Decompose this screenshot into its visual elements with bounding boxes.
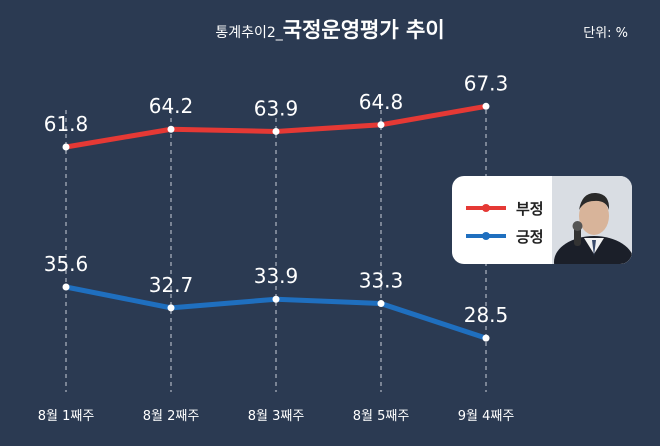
legend-dot-negative: [482, 204, 490, 212]
legend-label-positive: 긍정: [516, 227, 544, 246]
legend-item-negative: 부정: [466, 198, 544, 218]
unit-label: 단위: %: [583, 26, 628, 41]
legend-line-positive: [466, 232, 506, 240]
data-point-positive: [62, 283, 70, 291]
x-tick-label: 8월 1째주: [38, 409, 95, 424]
legend-line-negative: [466, 204, 506, 212]
president-photo: [552, 176, 632, 264]
data-label-negative: 64.8: [359, 90, 404, 114]
data-label-positive: 35.6: [44, 252, 89, 276]
data-label-positive: 28.5: [464, 303, 509, 327]
data-point-negative: [377, 121, 385, 129]
x-tick-label: 8월 2째주: [143, 409, 200, 424]
data-label-positive: 32.7: [149, 273, 194, 297]
chart-title: 통계추이2_국정운영평가 추이: [0, 14, 660, 44]
legend: 부정 긍정: [452, 176, 632, 264]
x-tick-label: 8월 3째주: [248, 409, 305, 424]
legend-dot-positive: [482, 232, 490, 240]
data-label-negative: 61.8: [44, 112, 89, 136]
legend-item-positive: 긍정: [466, 226, 544, 246]
data-point-negative: [272, 127, 280, 135]
x-tick-label: 9월 4째주: [458, 409, 515, 424]
data-point-negative: [167, 125, 175, 133]
legend-label-negative: 부정: [516, 199, 544, 218]
data-label-negative: 64.2: [149, 94, 194, 118]
title-main: 국정운영평가 추이: [282, 18, 445, 42]
data-point-negative: [62, 143, 70, 151]
data-point-positive: [482, 334, 490, 342]
data-label-positive: 33.3: [359, 269, 404, 293]
x-tick-label: 8월 5째주: [353, 409, 410, 424]
data-point-positive: [377, 300, 385, 308]
data-label-positive: 33.9: [254, 264, 299, 288]
data-point-positive: [272, 295, 280, 303]
title-prefix: 통계추이2_: [215, 25, 283, 41]
data-point-negative: [482, 102, 490, 110]
data-label-negative: 63.9: [254, 96, 299, 120]
data-label-negative: 67.3: [464, 71, 509, 95]
data-point-positive: [167, 304, 175, 312]
